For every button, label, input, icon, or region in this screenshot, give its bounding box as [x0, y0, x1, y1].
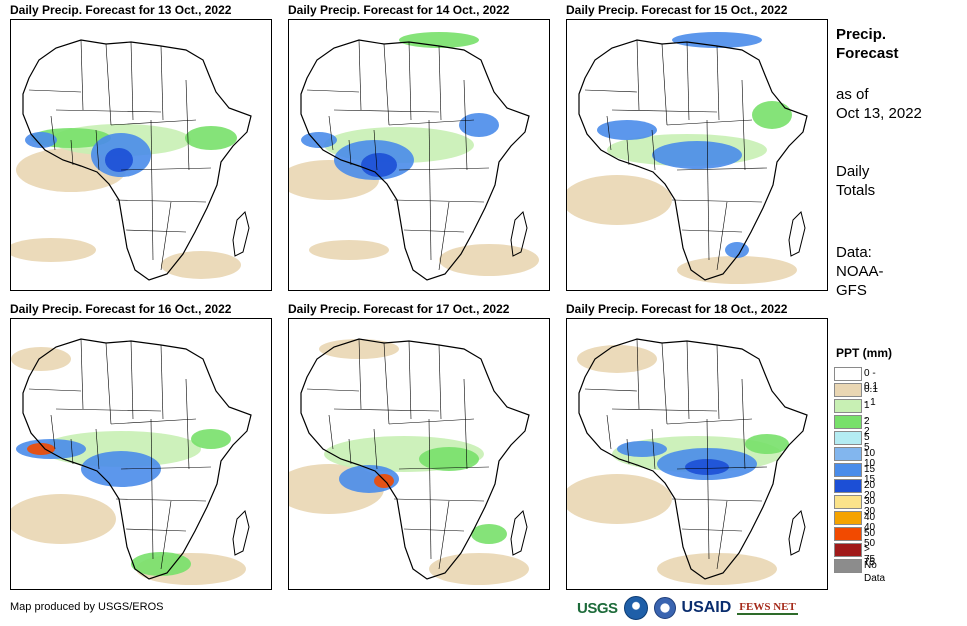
forecast-panel-16: Daily Precip. Forecast for 16 Oct., 2022 — [10, 302, 272, 318]
data-line3: GFS — [836, 281, 884, 300]
panel-title: Daily Precip. Forecast for 18 Oct., 2022 — [566, 302, 828, 318]
data-source: Data: NOAA- GFS — [836, 243, 884, 300]
side-title: Precip. Forecast — [836, 25, 899, 63]
forecast-panel-18: Daily Precip. Forecast for 18 Oct., 2022 — [566, 302, 828, 318]
legend-title: PPT (mm) — [836, 346, 892, 360]
precip-area-drizzle — [309, 240, 389, 260]
precip-area-drizzle — [161, 251, 241, 279]
precip-area-moderate — [752, 101, 792, 129]
legend-swatch — [834, 479, 862, 493]
as-of-date: as of Oct 13, 2022 — [836, 85, 922, 123]
as-of-line1: as of — [836, 85, 922, 104]
panel-title: Daily Precip. Forecast for 14 Oct., 2022 — [288, 3, 550, 19]
fews-net-logo: FEWS NET — [737, 601, 798, 615]
precip-area-drizzle — [567, 474, 672, 524]
precip-area-moderate — [185, 126, 237, 150]
daily-totals: Daily Totals — [836, 162, 875, 200]
precip-area-drizzle — [429, 553, 529, 585]
legend-swatch — [834, 495, 862, 509]
map-canvas — [289, 319, 549, 589]
forecast-panel-15: Daily Precip. Forecast for 15 Oct., 2022 — [566, 3, 828, 19]
credit-text: Map produced by USGS/EROS — [10, 601, 163, 613]
agency-seal-logo — [654, 597, 676, 619]
panel-title: Daily Precip. Forecast for 16 Oct., 2022 — [10, 302, 272, 318]
daily-line2: Totals — [836, 181, 875, 200]
daily-line1: Daily — [836, 162, 875, 181]
map-canvas — [11, 20, 271, 290]
precip-area-drizzle — [567, 175, 672, 225]
precip-map-16 — [10, 318, 272, 590]
precip-area-heavy — [597, 120, 657, 140]
precip-area-moderate — [191, 429, 231, 449]
data-line1: Data: — [836, 243, 884, 262]
legend-swatch — [834, 431, 862, 445]
precip-map-14 — [288, 19, 550, 291]
precip-map-17 — [288, 318, 550, 590]
map-canvas — [567, 319, 827, 589]
precip-area-drizzle — [11, 494, 116, 544]
precip-area-moderate — [745, 434, 789, 454]
precip-area-extreme — [374, 474, 394, 488]
precip-area-veryheavy — [685, 459, 729, 475]
usgs-logo: USGS — [577, 600, 618, 617]
side-title-line2: Forecast — [836, 44, 899, 63]
precip-map-13 — [10, 19, 272, 291]
panel-title: Daily Precip. Forecast for 17 Oct., 2022 — [288, 302, 550, 318]
precip-area-veryheavy — [105, 148, 133, 172]
data-line2: NOAA- — [836, 262, 884, 281]
usaid-logo: USAID — [682, 599, 732, 617]
precip-area-drizzle — [439, 244, 539, 276]
precip-map-15 — [566, 19, 828, 291]
legend-swatch — [834, 511, 862, 525]
precip-area-drizzle — [11, 347, 71, 371]
legend-swatch — [834, 383, 862, 397]
precip-area-veryheavy — [361, 153, 397, 177]
legend-swatch — [834, 543, 862, 557]
legend-label: No Data — [864, 559, 885, 585]
side-title-line1: Precip. — [836, 25, 899, 44]
forecast-panel-14: Daily Precip. Forecast for 14 Oct., 2022 — [288, 3, 550, 19]
forecast-panel-13: Daily Precip. Forecast for 13 Oct., 2022 — [10, 3, 272, 19]
legend-swatch — [834, 559, 862, 573]
precip-area-heavy — [652, 141, 742, 169]
map-canvas — [11, 319, 271, 589]
legend-swatch — [834, 527, 862, 541]
precip-area-drizzle — [677, 256, 797, 284]
forecast-panel-17: Daily Precip. Forecast for 17 Oct., 2022 — [288, 302, 550, 318]
panel-title: Daily Precip. Forecast for 13 Oct., 2022 — [10, 3, 272, 19]
legend-swatch — [834, 447, 862, 461]
noaa-logo — [624, 596, 648, 620]
precip-area-moderate — [471, 524, 507, 544]
legend-swatch — [834, 399, 862, 413]
legend-swatch — [834, 463, 862, 477]
map-canvas — [289, 20, 549, 290]
map-canvas — [567, 20, 827, 290]
as-of-line2: Oct 13, 2022 — [836, 104, 922, 123]
agency-logos: USGS USAID FEWS NET — [577, 594, 804, 622]
legend-swatch — [834, 367, 862, 381]
precip-area-heavy — [617, 441, 667, 457]
legend-swatch — [834, 415, 862, 429]
panel-title: Daily Precip. Forecast for 15 Oct., 2022 — [566, 3, 828, 19]
precip-map-18 — [566, 318, 828, 590]
